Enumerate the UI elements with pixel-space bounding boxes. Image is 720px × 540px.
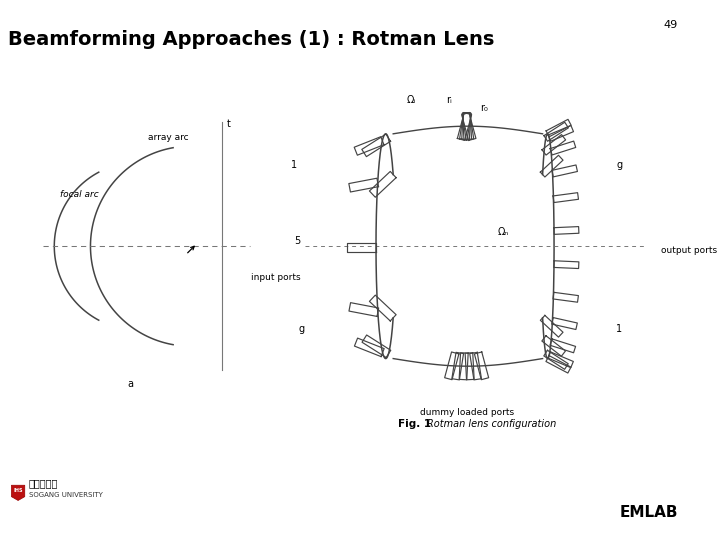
Text: Ωₙ: Ωₙ bbox=[498, 227, 508, 237]
Text: input ports: input ports bbox=[251, 273, 301, 282]
Text: 1: 1 bbox=[291, 160, 297, 170]
Text: 5: 5 bbox=[294, 237, 301, 246]
Text: a: a bbox=[127, 379, 133, 389]
Text: g: g bbox=[616, 160, 623, 170]
Text: Ωᵢ: Ωᵢ bbox=[407, 96, 416, 105]
Text: SOGANG UNIVERSITY: SOGANG UNIVERSITY bbox=[29, 491, 102, 498]
Text: g: g bbox=[299, 325, 305, 334]
Text: dummy loaded ports: dummy loaded ports bbox=[420, 408, 513, 417]
Text: rᵢ: rᵢ bbox=[446, 96, 452, 105]
Text: array arc: array arc bbox=[148, 132, 189, 141]
Text: output ports: output ports bbox=[661, 246, 717, 255]
Text: Fig. 1: Fig. 1 bbox=[398, 419, 431, 429]
Text: focal arc: focal arc bbox=[60, 190, 99, 199]
Text: t: t bbox=[227, 119, 230, 129]
Text: 서강대학교: 서강대학교 bbox=[29, 478, 58, 488]
Text: EMLAB: EMLAB bbox=[620, 504, 678, 519]
Text: Rotman lens configuration: Rotman lens configuration bbox=[427, 419, 556, 429]
Text: r₀: r₀ bbox=[480, 103, 487, 113]
Text: Beamforming Approaches (1) : Rotman Lens: Beamforming Approaches (1) : Rotman Lens bbox=[8, 30, 494, 49]
Polygon shape bbox=[12, 485, 24, 501]
Text: 49: 49 bbox=[664, 21, 678, 30]
Text: 1: 1 bbox=[616, 325, 623, 334]
Text: IHS: IHS bbox=[14, 489, 23, 494]
